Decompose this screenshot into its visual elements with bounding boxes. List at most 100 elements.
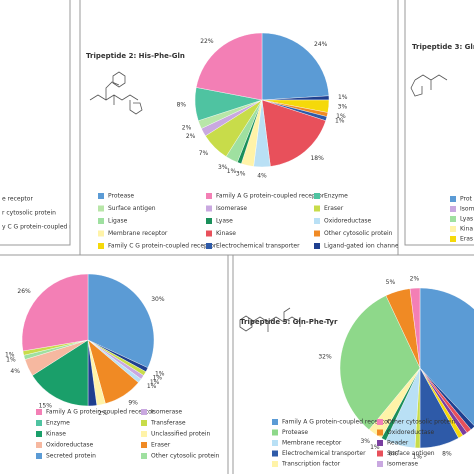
legend-swatch — [272, 461, 278, 467]
legend-label: y C G protein-coupled receptor — [2, 224, 95, 231]
legend-swatch — [141, 420, 147, 426]
legend-label: Eras — [460, 236, 473, 243]
legend-label: Family A G protein-coupled receptor — [46, 409, 155, 416]
legend-label: Prot — [460, 196, 473, 203]
legend-swatch — [272, 429, 278, 436]
slice-label: 6% — [388, 451, 398, 458]
slice-label: 15% — [39, 402, 53, 409]
pie-slice — [419, 287, 474, 426]
legend-swatch — [206, 243, 212, 249]
legend-label: Ligand-gated ion channel — [324, 243, 401, 250]
legend-label: Isomerase — [387, 461, 418, 468]
legend-label: Lyase — [216, 218, 233, 225]
panel: e receptor r cytosolic protein y C G prote… — [2, 196, 95, 231]
legend-swatch — [206, 218, 212, 224]
legend-label: Electrochemical transporter — [282, 450, 366, 457]
slice-label: 1% — [147, 383, 157, 390]
legend-swatch — [314, 218, 320, 224]
legend-label: Protease — [282, 429, 308, 436]
legend-swatch — [450, 206, 456, 212]
slice-label: 22% — [200, 38, 214, 45]
legend-label: Family A G protein-coupled receptor — [282, 419, 391, 426]
slice-label: 3% — [218, 164, 228, 171]
slice-label: 9% — [128, 400, 138, 407]
slice-label: 8% — [177, 101, 187, 108]
legend-swatch — [206, 193, 212, 199]
pie-slice — [261, 99, 326, 167]
panel-frame — [404, 0, 474, 246]
legend-swatch — [377, 450, 383, 457]
legend-label: Other cytosolic protein — [151, 453, 220, 460]
legend-swatch — [36, 420, 42, 426]
pie-slice — [261, 32, 330, 101]
legend-swatch — [272, 419, 278, 425]
legend-label: Electrochemical transporter — [216, 243, 300, 250]
legend-swatch — [206, 205, 212, 212]
slice-label: 1% — [153, 375, 163, 382]
slice-label: 18% — [310, 155, 324, 162]
panel: Tripeptide 5: Gln-Phe-Tyr8%1%6%1%3%32%5%… — [240, 276, 474, 468]
legend-label: Isomerase — [216, 205, 247, 212]
legend-swatch — [450, 236, 456, 242]
slice-label: 7% — [199, 150, 209, 157]
slice-label: 1% — [412, 453, 422, 460]
legend-label: Family C G protein-coupled receptor — [108, 243, 217, 250]
slice-label: 2% — [186, 133, 196, 140]
slice-label: 3% — [360, 438, 370, 445]
legend-swatch — [272, 440, 278, 446]
panel-title: Tripeptide 2: His-Phe-Gln — [86, 52, 185, 60]
panel-title: Tripeptide 3: Gln-His- — [412, 43, 474, 51]
legend-label: Membrane receptor — [108, 230, 168, 237]
pie-slice — [21, 273, 89, 352]
slice-label: 3% — [338, 104, 348, 111]
legend-label: Kina — [460, 226, 473, 233]
legend-swatch — [98, 218, 104, 224]
legend-label: Transferase — [150, 420, 186, 427]
legend-swatch — [450, 196, 456, 202]
legend-label: Isom — [460, 206, 474, 213]
slice-label: 1% — [336, 113, 346, 120]
slice-label: 1% — [5, 351, 15, 358]
legend-label: Isomerase — [151, 409, 182, 416]
legend-swatch — [377, 419, 383, 425]
slice-label: 4% — [257, 173, 267, 180]
slice-label: 24% — [314, 41, 328, 48]
panel: 30%1%1%1%1%9%2%15%4%1%1%26%Family A G pr… — [5, 273, 220, 460]
panel-frame — [0, 0, 71, 246]
legend-label: Oxidoreductase — [324, 218, 372, 225]
legend-swatch — [36, 409, 42, 415]
legend-swatch — [141, 431, 147, 437]
legend-swatch — [98, 230, 104, 237]
legend-swatch — [141, 409, 147, 415]
legend-swatch — [98, 205, 104, 212]
legend-label: Surface antigen — [108, 205, 156, 212]
legend-label: Transcription factor — [281, 461, 341, 468]
legend-swatch — [377, 429, 383, 436]
legend-label: e receptor — [2, 196, 33, 203]
pie-slice — [195, 32, 263, 101]
pie-slice — [409, 287, 421, 369]
slice-label: 8% — [442, 451, 452, 458]
slice-label: 30% — [151, 296, 165, 303]
legend-label: Protease — [108, 193, 134, 200]
legend-swatch — [314, 193, 320, 199]
legend-label: Eraser — [324, 205, 344, 212]
panel: Tripeptide 3: Gln-His- Prot Isom Lyas Kina Er… — [412, 43, 474, 243]
legend-label: Enzyme — [46, 420, 70, 427]
legend-swatch — [98, 243, 104, 249]
slice-label: 2% — [182, 124, 192, 131]
legend-label: Lyas — [460, 216, 473, 223]
panel-title: Tripeptide 5: Gln-Phe-Tyr — [240, 318, 338, 326]
legend-swatch — [314, 243, 320, 249]
legend-swatch — [314, 205, 320, 212]
slice-label: 2% — [410, 276, 420, 283]
legend-swatch — [98, 193, 104, 199]
legend-label: Surface antigen — [387, 450, 435, 457]
slice-label: 1% — [6, 356, 16, 363]
slice-label: 2% — [98, 410, 108, 417]
legend-label: Unclassified protein — [151, 431, 210, 438]
legend-swatch — [36, 431, 42, 437]
legend-label: Kinase — [216, 230, 236, 237]
legend-label: Other cytosolic protein — [324, 230, 393, 237]
legend-label: Oxidoreductase — [387, 429, 435, 436]
